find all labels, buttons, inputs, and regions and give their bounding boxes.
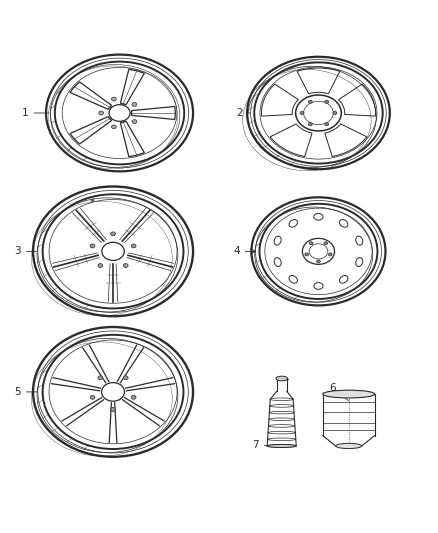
Ellipse shape [325,123,328,126]
Ellipse shape [356,257,363,266]
Ellipse shape [131,244,136,248]
Ellipse shape [91,199,94,201]
Ellipse shape [308,123,312,126]
Ellipse shape [132,102,137,106]
Text: 3: 3 [14,246,37,256]
Ellipse shape [339,276,348,283]
Ellipse shape [333,111,337,115]
Ellipse shape [102,243,124,261]
Ellipse shape [328,253,332,256]
Ellipse shape [111,407,116,411]
Ellipse shape [289,220,297,227]
Ellipse shape [274,257,281,266]
Ellipse shape [356,236,363,245]
Ellipse shape [308,100,312,103]
Ellipse shape [289,276,297,283]
Ellipse shape [99,111,103,115]
Ellipse shape [98,376,103,379]
Ellipse shape [302,238,335,264]
Ellipse shape [305,253,308,256]
Ellipse shape [314,282,323,289]
Ellipse shape [267,445,296,448]
Ellipse shape [111,97,116,101]
Ellipse shape [314,213,323,220]
Ellipse shape [339,220,348,227]
Ellipse shape [132,120,137,124]
Text: 5: 5 [14,387,37,397]
Ellipse shape [131,395,136,399]
Ellipse shape [111,125,116,129]
Ellipse shape [90,395,95,399]
Ellipse shape [274,236,281,245]
Ellipse shape [102,383,124,401]
Ellipse shape [98,264,103,268]
Ellipse shape [323,390,374,398]
Ellipse shape [124,376,128,379]
Ellipse shape [304,101,333,125]
Text: 2: 2 [236,108,250,118]
Text: 7: 7 [252,440,272,450]
Ellipse shape [309,242,313,245]
Ellipse shape [336,443,362,449]
Ellipse shape [296,95,341,131]
Ellipse shape [109,104,130,122]
Ellipse shape [324,242,328,245]
Ellipse shape [276,376,287,381]
Ellipse shape [309,244,328,259]
Ellipse shape [325,100,328,103]
Ellipse shape [317,260,320,263]
Ellipse shape [111,232,116,236]
Text: 1: 1 [22,108,49,118]
Ellipse shape [90,244,95,248]
Text: 6: 6 [330,383,349,401]
Ellipse shape [300,111,304,115]
Text: 4: 4 [233,246,254,256]
Ellipse shape [124,264,128,268]
